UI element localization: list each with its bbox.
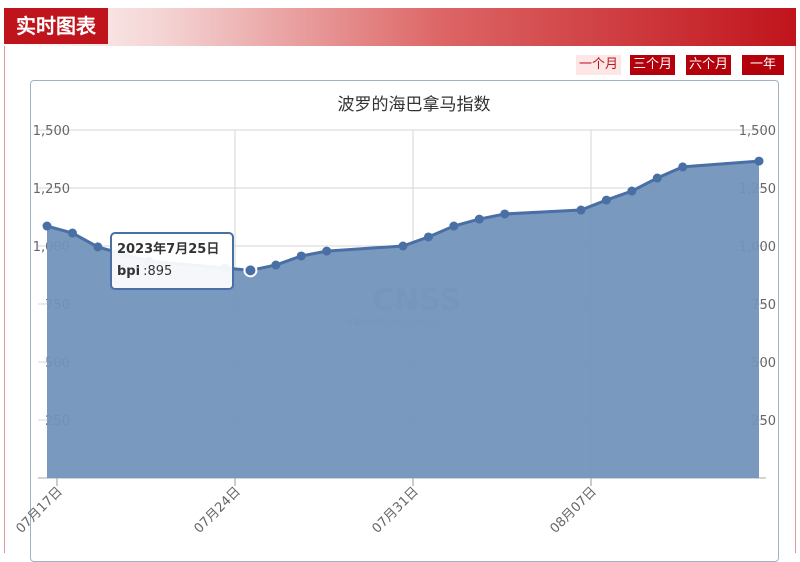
marker	[93, 242, 103, 252]
x-tick-label: 07月24日	[191, 484, 243, 536]
marker	[449, 221, 459, 231]
marker	[627, 186, 637, 196]
tooltip-body: bpi:895	[117, 264, 172, 279]
range-button[interactable]: 三个月	[630, 55, 676, 75]
marker	[601, 195, 611, 205]
marker	[423, 232, 433, 242]
header-title: 实时图表	[4, 8, 108, 44]
range-button[interactable]: 一年	[742, 55, 785, 75]
tooltip-series: bpi	[117, 264, 140, 279]
marker	[243, 263, 258, 278]
range-button[interactable]: 六个月	[686, 55, 732, 75]
y2-tick-label: 1,500	[739, 124, 776, 139]
marker	[754, 156, 764, 166]
header-bar: 实时图表	[4, 8, 796, 46]
area	[47, 161, 759, 478]
marker	[296, 251, 306, 261]
x-tick-label: 07月17日	[13, 484, 65, 536]
marker	[398, 241, 408, 251]
marker	[474, 214, 484, 224]
x-tick-label: 07月31日	[369, 484, 421, 536]
marker	[576, 205, 586, 215]
marker	[67, 228, 77, 238]
marker	[322, 246, 332, 256]
tooltip: 2023年7月25日 bpi:895	[110, 232, 234, 290]
marker	[652, 173, 662, 183]
x-tick-label: 08月07日	[547, 484, 599, 536]
tooltip-value: :895	[143, 264, 172, 279]
y-tick-label: 1,250	[33, 182, 70, 197]
marker	[678, 162, 688, 172]
range-button[interactable]: 一个月	[576, 55, 622, 75]
marker	[271, 260, 281, 270]
y-tick-label: 1,500	[33, 124, 70, 139]
marker	[500, 209, 510, 219]
marker	[42, 221, 52, 231]
tooltip-box	[110, 232, 234, 290]
tooltip-title: 2023年7月25日	[117, 241, 219, 257]
frame	[4, 46, 796, 553]
chart-title: 波罗的海巴拿马指数	[338, 94, 491, 115]
